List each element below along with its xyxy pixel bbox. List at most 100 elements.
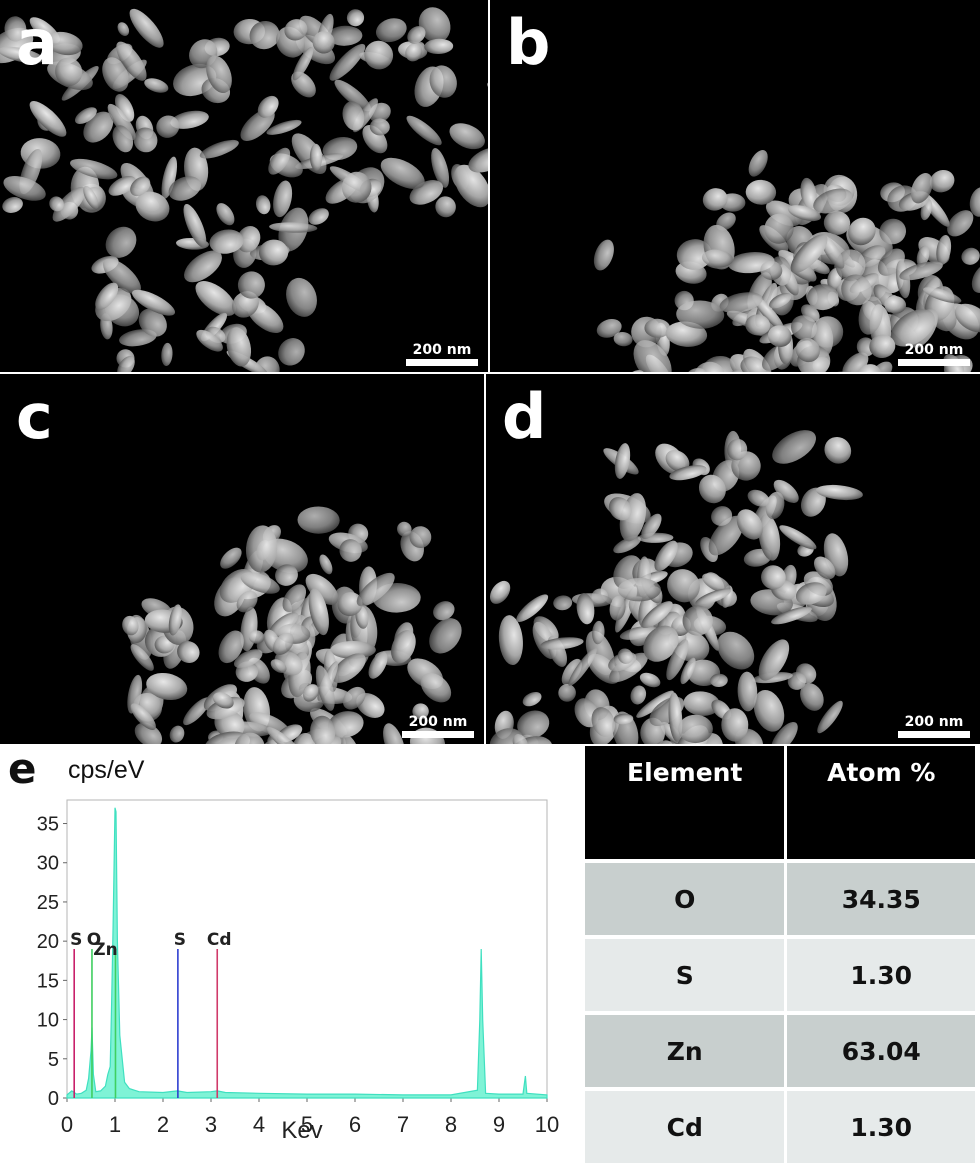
sem-particle	[680, 657, 696, 685]
cell-atom-percent: 1.30	[785, 1091, 975, 1163]
sem-particle	[405, 43, 423, 62]
sem-particle	[368, 651, 388, 679]
sem-particle	[334, 79, 371, 112]
element-marker-label: Cd	[207, 930, 232, 950]
sem-particle	[319, 554, 333, 575]
sem-particle	[795, 582, 827, 605]
sem-particle	[745, 314, 771, 336]
sem-particle	[327, 25, 363, 46]
sem-particle	[767, 325, 792, 347]
sem-particles-a	[0, 7, 488, 372]
y-tick-label: 25	[37, 892, 59, 914]
sem-particle	[49, 196, 64, 212]
sem-particle	[270, 659, 287, 673]
sem-particle	[947, 210, 974, 237]
sem-particle	[102, 57, 129, 92]
sem-particle	[614, 443, 631, 479]
sem-particle	[449, 123, 485, 150]
sem-particle	[636, 690, 674, 718]
sem-particle	[769, 292, 792, 309]
sem-particle	[337, 592, 363, 617]
sem-particle	[695, 588, 731, 606]
panel-label-b: b	[506, 6, 551, 79]
sem-particle	[773, 479, 799, 503]
sem-particle	[0, 46, 44, 64]
sem-particle	[813, 556, 836, 580]
sem-particle	[249, 21, 280, 50]
sem-particle	[305, 573, 339, 605]
sem-particle	[717, 631, 755, 670]
sem-particle	[273, 180, 293, 218]
sem-particle	[310, 715, 336, 744]
sem-particle	[800, 177, 817, 209]
sem-particle	[758, 639, 790, 681]
sem-particle	[710, 673, 728, 688]
y-tick-label: 5	[48, 1049, 59, 1071]
sem-particle	[342, 101, 365, 131]
sem-particle	[758, 514, 781, 561]
sem-particle	[727, 438, 748, 461]
sem-particle	[275, 564, 298, 586]
sem-particle	[971, 263, 980, 293]
sem-particle	[117, 356, 135, 372]
sem-particle	[237, 271, 265, 299]
y-tick-label: 10	[37, 1010, 59, 1032]
sem-particle	[133, 127, 158, 153]
sem-particle	[135, 191, 170, 222]
x-tick-label: 2	[157, 1112, 169, 1137]
sem-particle	[429, 618, 462, 654]
sem-particle	[666, 639, 689, 681]
sem-particle	[855, 364, 883, 372]
sem-particle	[665, 449, 690, 472]
sem-particle	[418, 7, 451, 43]
sem-particle	[815, 484, 863, 501]
sem-particle	[199, 139, 239, 159]
element-marker-label: S	[174, 930, 186, 950]
sem-particle	[522, 691, 542, 707]
sem-particle	[4, 16, 27, 42]
x-tick-label: 9	[493, 1112, 505, 1137]
y-tick-label: 0	[48, 1088, 59, 1110]
sem-particle	[218, 630, 244, 664]
table-row: O 34.35	[585, 863, 975, 935]
sem-particle	[233, 649, 263, 669]
sem-particle	[70, 158, 118, 180]
sem-particle	[309, 143, 323, 171]
sem-particle	[676, 300, 725, 329]
sem-particle	[619, 625, 657, 640]
sem-particle	[327, 711, 364, 738]
sem-particle	[397, 521, 412, 537]
sem-particle	[630, 685, 647, 705]
sem-particle	[682, 605, 713, 636]
sem-particle	[83, 185, 99, 210]
sem-particle	[899, 261, 943, 281]
sem-particle	[346, 9, 365, 27]
cell-atom-percent: 63.04	[785, 1015, 975, 1087]
scale-bar-d: 200 nm	[898, 714, 970, 738]
sem-particle	[342, 686, 366, 710]
sem-particle	[596, 319, 622, 338]
sem-particle	[516, 594, 549, 623]
sem-particle	[641, 513, 662, 540]
sem-particle	[702, 573, 731, 593]
sem-particle	[303, 684, 319, 702]
sem-particle	[609, 496, 632, 521]
sem-particle	[764, 213, 794, 244]
sem-particle	[45, 31, 83, 56]
sem-particle	[711, 506, 733, 526]
sem-particle	[916, 245, 930, 267]
sem-particle	[268, 147, 291, 175]
sem-particle	[356, 572, 395, 607]
sem-particle	[331, 653, 366, 683]
sem-particle	[433, 601, 455, 621]
sem-particle	[753, 689, 785, 732]
sem-particle	[790, 234, 828, 273]
sem-particle	[561, 658, 582, 686]
sem-particle	[748, 149, 768, 177]
sem-particle	[116, 41, 147, 81]
x-tick-label: 8	[445, 1112, 457, 1137]
sem-particle	[593, 239, 614, 271]
sem-particle	[969, 187, 980, 217]
y-axis-label: cps/eV	[68, 756, 145, 784]
scale-bar-c: 200 nm	[402, 714, 474, 738]
